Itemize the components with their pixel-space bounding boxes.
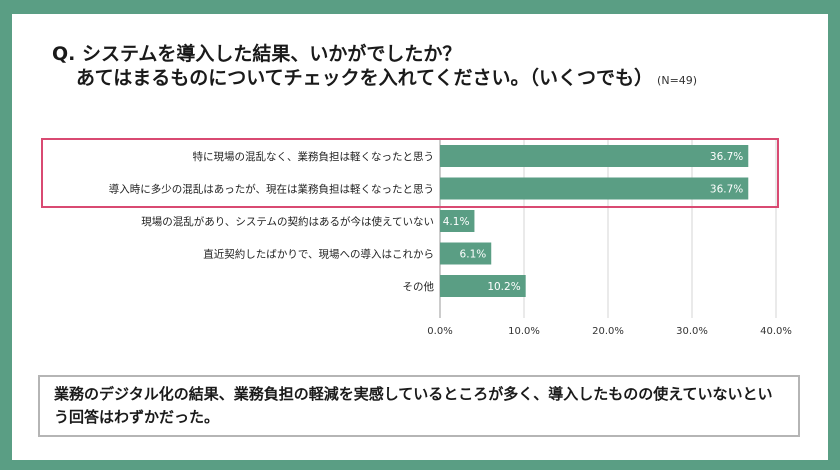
sample-size-note: (N=49) (657, 74, 698, 87)
category-label-2: 現場の混乱があり、システムの契約はあるが今は使えていない (141, 215, 434, 228)
value-label-1: 36.7% (710, 184, 743, 196)
summary-box: 業務のデジタル化の結果、業務負担の軽減を実感しているところが多く、導入したものの… (38, 375, 800, 437)
x-tick-label-3: 30.0% (676, 326, 708, 337)
highlight-box (41, 138, 779, 208)
x-tick-label-2: 20.0% (592, 326, 624, 337)
value-label-3: 6.1% (460, 249, 487, 261)
bar-3 (440, 242, 492, 265)
bar-4 (440, 275, 526, 297)
x-tick-label-0: 0.0% (427, 326, 452, 337)
x-tick-label-4: 40.0% (760, 326, 792, 337)
value-label-0: 36.7% (710, 151, 743, 163)
bar-2 (440, 210, 475, 232)
category-label-4: その他 (403, 280, 435, 293)
question-line-1: Q. システムを導入した結果、いかがでしたか？ (52, 43, 462, 65)
question-line-2: あてはまるものについてチェックを入れてください。（いくつでも） (N=49) (52, 66, 697, 93)
category-label-1: 導入時に多少の混乱はあったが、現在は業務負担は軽くなったと思う (109, 183, 434, 196)
value-label-4: 10.2% (487, 281, 520, 293)
x-tick-label-1: 10.0% (508, 326, 540, 337)
category-label-3: 直近契約したばかりで、現場への導入はこれから (203, 248, 434, 261)
bar-0 (440, 145, 749, 167)
question-line-2-text: あてはまるものについてチェックを入れてください。（いくつでも） (76, 67, 654, 89)
question-title: Q. システムを導入した結果、いかがでしたか？ あてはまるものについてチェックを… (52, 42, 697, 93)
value-label-2: 4.1% (443, 216, 470, 228)
bar-1 (440, 177, 749, 200)
category-label-0: 特に現場の混乱なく、業務負担は軽くなったと思う (193, 150, 435, 163)
